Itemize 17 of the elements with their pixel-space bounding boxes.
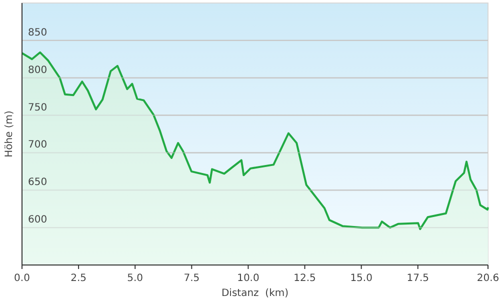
- y-axis-title: Höhe (m): [4, 110, 15, 158]
- x-tick-label: 15.0: [350, 273, 372, 284]
- y-tick-label: 850: [28, 27, 48, 38]
- x-tick-label: 0.0: [14, 273, 30, 284]
- x-tick-label: 5.0: [127, 273, 144, 284]
- x-tick-label: 2.5: [70, 273, 87, 284]
- y-tick-label: 700: [28, 140, 48, 151]
- y-tick-label: 600: [28, 214, 48, 226]
- y-tick-label: 750: [28, 102, 48, 114]
- x-tick-label: 10.0: [237, 273, 260, 284]
- x-tick-label: 7.5: [184, 273, 200, 284]
- x-axis-title: Distanz (km): [221, 288, 289, 299]
- y-tick-label: 800: [28, 64, 48, 76]
- y-tick-label: 650: [28, 177, 48, 188]
- x-tick-label: 17.5: [406, 273, 430, 284]
- x-tick-label: 20.6: [476, 273, 500, 284]
- x-tick-label: 12.5: [294, 273, 316, 284]
